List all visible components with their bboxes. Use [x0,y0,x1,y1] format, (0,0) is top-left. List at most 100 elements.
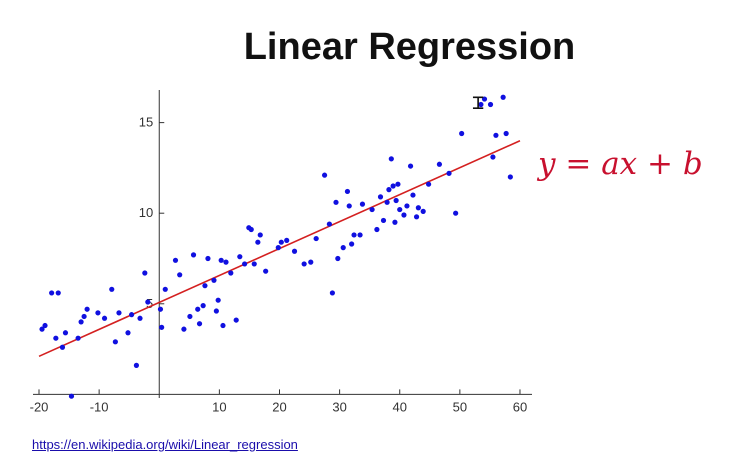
data-point [392,219,398,225]
data-point [374,226,380,233]
data-point [425,181,432,187]
slide-title: Linear Regression [243,26,576,68]
y-tick-label: 10 [139,205,153,220]
data-point [128,312,135,318]
data-point [84,306,90,312]
data-point [377,194,384,200]
x-tick-label: 20 [272,399,286,414]
data-point [478,101,484,108]
data-point [278,239,284,245]
data-point [112,339,118,345]
data-point [255,239,261,245]
x-tick-label: 50 [453,399,467,414]
data-point [380,217,387,224]
data-point [415,205,421,211]
data-point [436,161,443,167]
data-point [410,192,416,198]
data-point [157,306,164,312]
data-point [393,197,399,204]
data-point [407,163,414,169]
data-point [68,393,75,399]
data-point [215,297,221,303]
data-point [233,317,239,323]
data-point [344,188,351,195]
data-point [357,232,363,238]
data-point [404,203,410,209]
data-point [237,254,243,260]
data-point [390,183,396,189]
data-point [133,362,140,368]
data-point [125,330,131,336]
data-point [248,226,254,233]
data-point [53,335,59,341]
data-point [223,259,229,265]
x-tick-label: -10 [90,399,109,414]
data-point [263,268,269,274]
data-point [196,321,203,327]
data-point [213,308,219,314]
data-point [200,303,206,309]
data-point [459,130,465,137]
x-tick-label: 40 [393,399,407,414]
data-point [195,306,201,312]
data-point [42,322,48,329]
data-point [187,313,193,320]
data-point [397,206,403,213]
data-point [388,156,394,162]
data-point [142,270,148,276]
data-point [346,203,352,209]
data-point [62,330,69,336]
data-point [503,130,509,137]
data-point [420,208,426,214]
data-point [257,232,263,238]
data-point [211,277,217,283]
data-point [218,257,224,263]
data-point [349,241,355,247]
data-point [369,206,375,213]
data-point [446,170,452,176]
data-point [500,94,506,100]
data-point [401,212,407,218]
chart-axes [33,90,532,398]
data-point [481,96,488,102]
regression-equation: y = ax + b [538,146,703,182]
data-point [78,319,84,325]
source-link[interactable]: https://en.wikipedia.org/wiki/Linear_reg… [32,437,298,452]
data-point [205,255,211,262]
data-point [55,290,61,296]
data-point [59,344,66,350]
data-point [145,299,151,305]
data-point [413,214,420,220]
data-point [308,259,314,265]
data-point [101,315,108,321]
data-point [95,310,101,316]
data-point [329,290,335,296]
data-points [39,94,513,399]
chart-ticks: -20-1010203040506051015 [30,115,528,415]
x-tick-label: 60 [513,399,527,414]
data-point [190,252,197,258]
data-point [490,154,496,160]
data-point [137,315,143,321]
data-point [453,210,459,216]
data-point [340,245,346,251]
x-tick-label: 30 [332,399,346,414]
data-point [291,248,298,254]
data-point [177,272,183,278]
data-point [487,101,494,108]
data-point [301,261,307,267]
data-point [116,310,122,316]
data-point [228,270,234,276]
data-point [159,324,165,330]
data-point [284,237,290,243]
data-point [335,255,341,262]
data-point [313,235,319,242]
data-point [321,172,328,178]
data-point [242,261,248,267]
data-point [395,181,401,187]
data-point [109,286,115,292]
data-point [39,326,45,332]
data-point [49,290,55,296]
data-point [202,283,208,289]
